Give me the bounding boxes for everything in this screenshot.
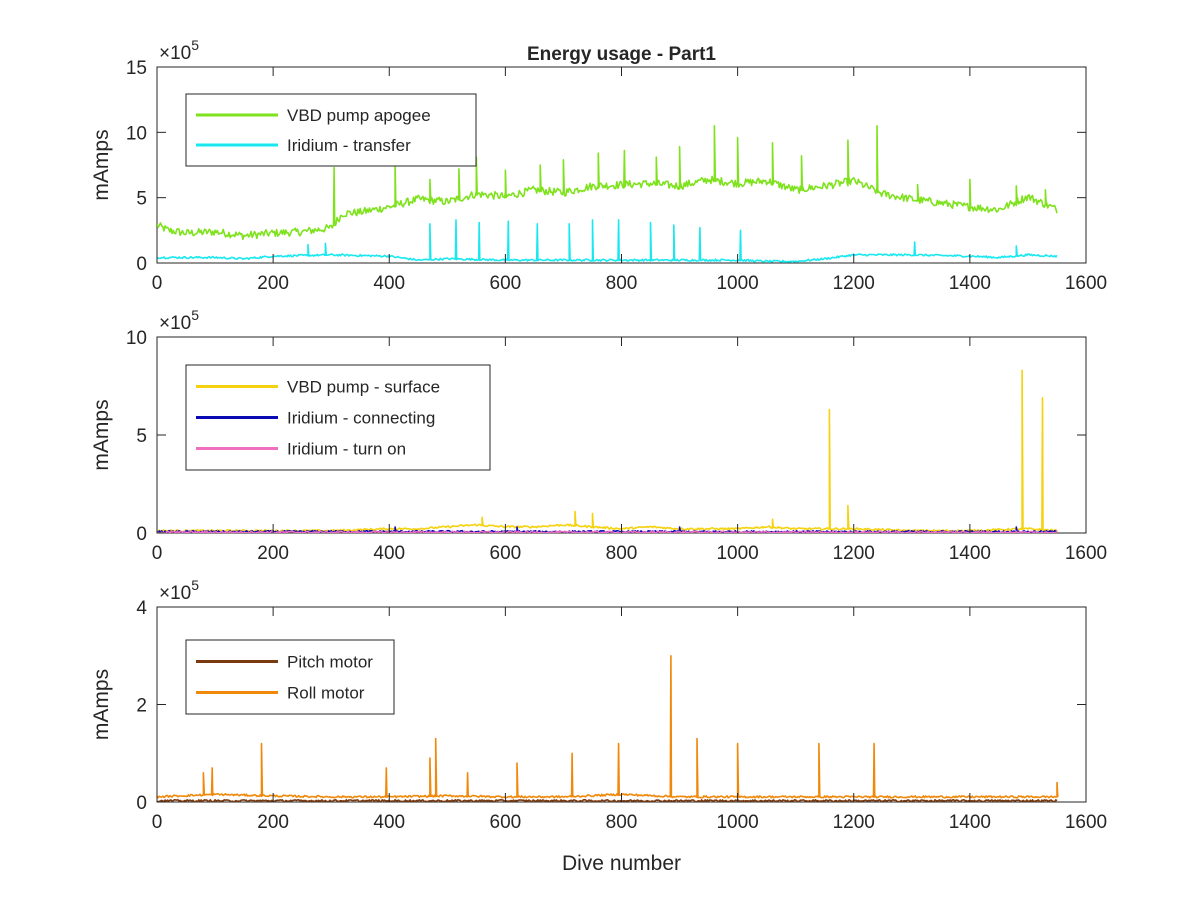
chart-title: Energy usage - Part1 bbox=[527, 44, 716, 65]
series-line-1 bbox=[157, 125, 1058, 241]
x-tick-label: 600 bbox=[490, 812, 522, 833]
x-tick-label: 800 bbox=[606, 543, 638, 564]
x-tick-label: 1000 bbox=[716, 543, 758, 564]
plot-area bbox=[157, 369, 1058, 533]
y-axis-label: mAmps bbox=[90, 399, 113, 470]
series-line-2 bbox=[157, 219, 1058, 263]
series-line-2 bbox=[157, 655, 1059, 799]
x-tick-label: 1600 bbox=[1065, 543, 1107, 564]
series-line-1 bbox=[157, 799, 1058, 802]
y-tick-label: 0 bbox=[136, 524, 147, 545]
legend-entry: Iridium - turn on bbox=[287, 440, 406, 459]
y-tick-label: 2 bbox=[136, 696, 147, 717]
x-tick-label: 400 bbox=[373, 543, 405, 564]
y-axis-label: mAmps bbox=[90, 129, 113, 200]
legend-entry: Iridium - transfer bbox=[287, 136, 411, 155]
y-tick-label: 10 bbox=[126, 328, 147, 349]
x-tick-label: 1200 bbox=[833, 812, 875, 833]
x-tick-label: 1600 bbox=[1065, 812, 1107, 833]
x-tick-label: 1200 bbox=[833, 543, 875, 564]
x-tick-label: 0 bbox=[152, 273, 163, 294]
subplot-2: 0 200 400 600 800 1000 1200 1400 1600 0 5 10 ×105 mAm… bbox=[90, 307, 1107, 564]
y-tick-label: 4 bbox=[136, 598, 147, 619]
x-tick-label: 200 bbox=[257, 543, 289, 564]
x-tick-label: 600 bbox=[490, 273, 522, 294]
subplot-1: 0 200 400 600 800 1000 1200 1400 1600 0 5 10 15 ×105 m… bbox=[90, 37, 1107, 294]
x-tick-label: 200 bbox=[257, 273, 289, 294]
y-exponent-label: ×105 bbox=[159, 37, 199, 64]
y-tick-label: 10 bbox=[126, 123, 147, 144]
x-tick-label: 1200 bbox=[833, 273, 875, 294]
x-tick-label: 400 bbox=[373, 812, 405, 833]
y-exponent-label: ×105 bbox=[159, 577, 199, 604]
legend: Pitch motor Roll motor bbox=[185, 639, 395, 715]
x-tick-label: 800 bbox=[606, 812, 638, 833]
legend-box bbox=[185, 93, 477, 167]
legend-entry: Roll motor bbox=[287, 684, 365, 703]
series-line-3 bbox=[157, 530, 1058, 533]
legend-entry: Pitch motor bbox=[287, 653, 373, 672]
x-tick-label: 800 bbox=[606, 273, 638, 294]
legend-entry: VBD pump - surface bbox=[287, 378, 440, 397]
legend: VBD pump - surface Iridium - connecting Ir… bbox=[185, 364, 491, 471]
y-axis-label: mAmps bbox=[90, 669, 113, 740]
x-tick-label: 0 bbox=[152, 812, 163, 833]
x-tick-label: 1000 bbox=[716, 812, 758, 833]
x-tick-label: 1400 bbox=[949, 543, 991, 564]
legend-box bbox=[185, 639, 395, 715]
x-tick-label: 200 bbox=[257, 812, 289, 833]
y-exponent-label: ×105 bbox=[159, 307, 199, 334]
x-tick-label: 1000 bbox=[716, 273, 758, 294]
subplot-3: 0 200 400 600 800 1000 1200 1400 1600 0 2 4 ×105 mAmp… bbox=[90, 577, 1107, 875]
plot-area bbox=[157, 655, 1059, 802]
y-tick-label: 5 bbox=[136, 426, 147, 447]
y-tick-label: 0 bbox=[136, 793, 147, 814]
x-tick-label: 1400 bbox=[949, 812, 991, 833]
x-tick-label: 600 bbox=[490, 543, 522, 564]
x-tick-label: 1600 bbox=[1065, 273, 1107, 294]
y-tick-label: 0 bbox=[136, 254, 147, 275]
x-tick-label: 1400 bbox=[949, 273, 991, 294]
x-tick-label: 400 bbox=[373, 273, 405, 294]
x-tick-label: 0 bbox=[152, 543, 163, 564]
plot-area bbox=[157, 125, 1058, 263]
y-tick-label: 5 bbox=[136, 189, 147, 210]
legend: VBD pump apogee Iridium - transfer bbox=[185, 93, 477, 167]
y-tick-label: 15 bbox=[126, 58, 147, 79]
legend-entry: VBD pump apogee bbox=[287, 106, 431, 125]
x-axis-label: Dive number bbox=[562, 852, 681, 875]
legend-entry: Iridium - connecting bbox=[287, 409, 435, 428]
